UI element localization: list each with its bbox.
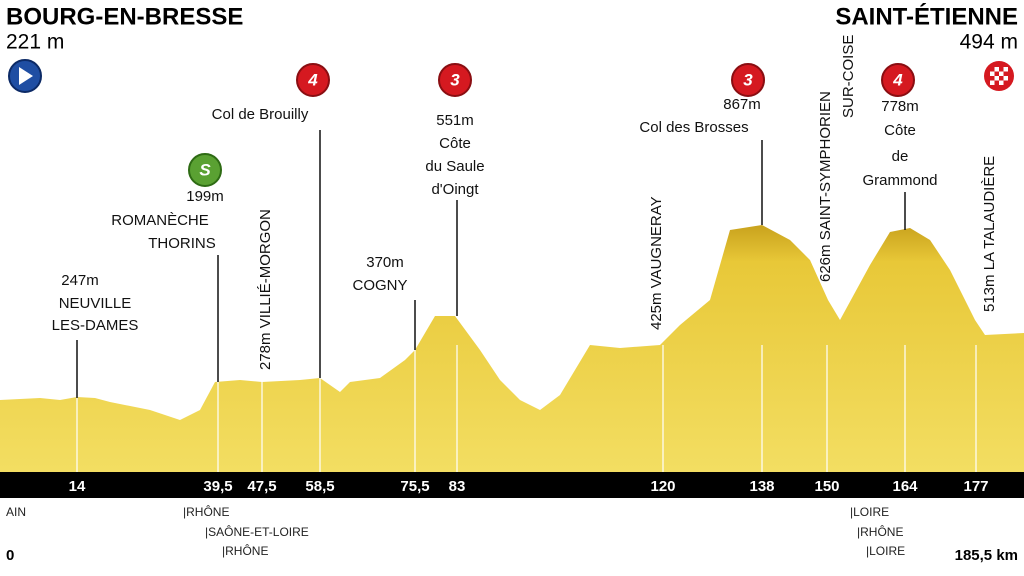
finish-name: SAINT-ÉTIENNE — [835, 2, 1018, 30]
altitude: 370m — [366, 254, 404, 271]
km-label: 120 — [650, 478, 675, 495]
distance-start: 0 — [6, 547, 14, 564]
altitude: 867m — [723, 96, 761, 113]
department: |LOIRE — [866, 544, 905, 558]
km-label: 39,5 — [203, 478, 232, 495]
department: |RHÔNE — [222, 543, 268, 558]
km-label: 150 — [814, 478, 839, 495]
km-label: 47,5 — [247, 478, 276, 495]
km-label: 83 — [449, 478, 466, 495]
department: AIN — [6, 505, 26, 519]
place: ROMANÈCHE — [111, 212, 209, 229]
place: NEUVILLE — [59, 295, 132, 312]
km-label: 164 — [892, 478, 918, 495]
altitude: 247m — [61, 272, 99, 289]
badge: S — [199, 160, 211, 179]
department: |SAÔNE-ET-LOIRE — [205, 524, 309, 539]
km-band — [0, 472, 1024, 498]
profile — [0, 225, 1024, 472]
vertical-labels: 278m VILLIÉ-MORGON 425m VAUGNERAY 626m S… — [257, 35, 998, 370]
place: 626m SAINT-SYMPHORIEN — [817, 91, 834, 282]
km-label: 75,5 — [400, 478, 429, 495]
badge: 3 — [450, 70, 460, 89]
place: Col de Brouilly — [212, 106, 309, 123]
km-label: 177 — [963, 478, 988, 495]
labels: 247m NEUVILLE LES-DAMES 199m ROMANÈCHE T… — [52, 96, 938, 334]
department: |RHÔNE — [183, 504, 229, 519]
place: 278m VILLIÉ-MORGON — [257, 209, 274, 370]
badge: 3 — [743, 70, 753, 89]
finish-altitude: 494 m — [960, 31, 1018, 54]
start-name: BOURG-EN-BRESSE — [6, 3, 243, 30]
pointer-lines — [76, 130, 906, 398]
distance-end: 185,5 km — [955, 547, 1018, 564]
place: Grammond — [862, 172, 937, 189]
place: d'Oingt — [431, 181, 479, 198]
place: LES-DAMES — [52, 317, 139, 334]
km-label: 14 — [69, 478, 86, 495]
place: Côte — [439, 135, 471, 152]
place: de — [892, 148, 909, 165]
department: |LOIRE — [850, 505, 889, 519]
km-label: 58,5 — [305, 478, 334, 495]
badge: 4 — [892, 70, 903, 89]
place: Col des Brosses — [639, 119, 748, 136]
place: 425m VAUGNERAY — [648, 196, 665, 330]
place: 513m LA TALAUDIÈRE — [981, 156, 998, 312]
place: THORINS — [148, 235, 216, 252]
place: SUR-COISE — [840, 35, 857, 118]
start-altitude: 221 m — [6, 31, 64, 54]
department: |RHÔNE — [857, 524, 903, 539]
altitude: 778m — [881, 98, 919, 115]
altitude: 551m — [436, 112, 474, 129]
place: du Saule — [425, 158, 484, 175]
departments: AIN |RHÔNE |SAÔNE-ET-LOIRE |RHÔNE |LOIRE… — [6, 504, 905, 558]
badges: S 4 3 3 4 — [188, 63, 915, 187]
badge: 4 — [307, 70, 318, 89]
place: Côte — [884, 122, 916, 139]
place: COGNY — [352, 277, 407, 294]
km-label: 138 — [749, 478, 774, 495]
altitude: 199m — [186, 188, 224, 205]
